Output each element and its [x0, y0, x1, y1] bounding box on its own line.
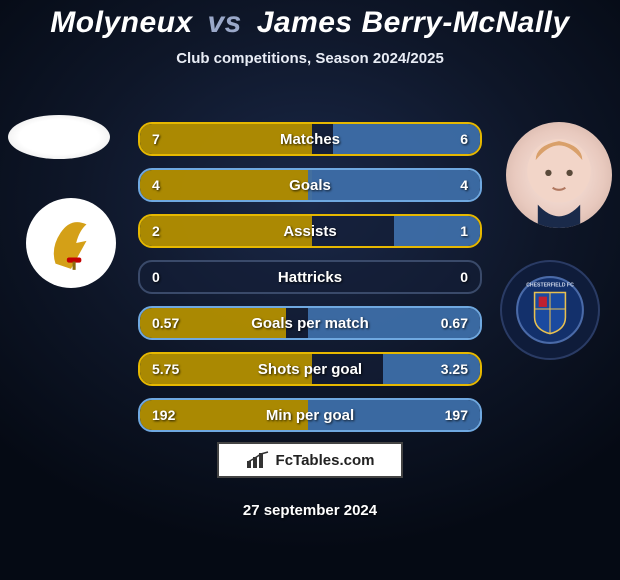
stat-label: Min per goal [266, 407, 354, 424]
player1-name: Molyneux [50, 6, 192, 39]
stats-comparison: Matches 7 6 Goals 4 4 Assists 2 1 Hattricks 0 0 Goal… [138, 122, 482, 444]
player1-club-badge [26, 198, 116, 288]
stat-value-p2: 4 [460, 177, 468, 193]
stat-value-p1: 5.75 [152, 361, 179, 377]
stat-value-p1: 0.57 [152, 315, 179, 331]
stat-value-p2: 1 [460, 223, 468, 239]
svg-text:CHESTERFIELD FC: CHESTERFIELD FC [526, 282, 574, 288]
player2-avatar [506, 122, 612, 228]
player1-avatar [8, 115, 110, 159]
player2-name: James Berry-McNally [257, 6, 570, 39]
stat-value-p2: 0.67 [441, 315, 468, 331]
stat-value-p2: 197 [445, 407, 468, 423]
stat-row: Shots per goal 5.75 3.25 [138, 352, 482, 386]
stat-row: Min per goal 192 197 [138, 398, 482, 432]
face-icon [506, 122, 612, 228]
stat-row: Assists 2 1 [138, 214, 482, 248]
player2-club-badge: CHESTERFIELD FC [500, 260, 600, 360]
vs-label: vs [207, 6, 241, 39]
stat-value-p2: 6 [460, 131, 468, 147]
stat-label: Assists [283, 223, 336, 240]
stat-label: Goals per match [251, 315, 369, 332]
brand-text: FcTables.com [276, 452, 375, 469]
stat-value-p2: 0 [460, 269, 468, 285]
brand-badge: FcTables.com [217, 442, 403, 478]
stat-label: Shots per goal [258, 361, 362, 378]
comparison-title: Molyneux vs James Berry-McNally [0, 0, 620, 40]
footer-date: 27 september 2024 [243, 502, 377, 519]
stat-value-p1: 2 [152, 223, 160, 239]
stat-row: Matches 7 6 [138, 122, 482, 156]
stat-fill-p2 [333, 124, 480, 154]
stat-label: Goals [289, 177, 331, 194]
stat-value-p1: 4 [152, 177, 160, 193]
stat-value-p2: 3.25 [441, 361, 468, 377]
stat-fill-p2 [308, 170, 480, 200]
stat-value-p1: 192 [152, 407, 175, 423]
bars-icon [246, 451, 272, 469]
stat-row: Goals 4 4 [138, 168, 482, 202]
stat-label: Hattricks [278, 269, 342, 286]
stat-value-p1: 0 [152, 269, 160, 285]
stat-label: Matches [280, 131, 340, 148]
stat-row: Goals per match 0.57 0.67 [138, 306, 482, 340]
stat-fill-p1 [140, 170, 312, 200]
stat-value-p1: 7 [152, 131, 160, 147]
club-badge-icon [40, 212, 102, 274]
subtitle: Club competitions, Season 2024/2025 [0, 50, 620, 67]
club-badge-icon: CHESTERFIELD FC [514, 274, 586, 346]
stat-row: Hattricks 0 0 [138, 260, 482, 294]
